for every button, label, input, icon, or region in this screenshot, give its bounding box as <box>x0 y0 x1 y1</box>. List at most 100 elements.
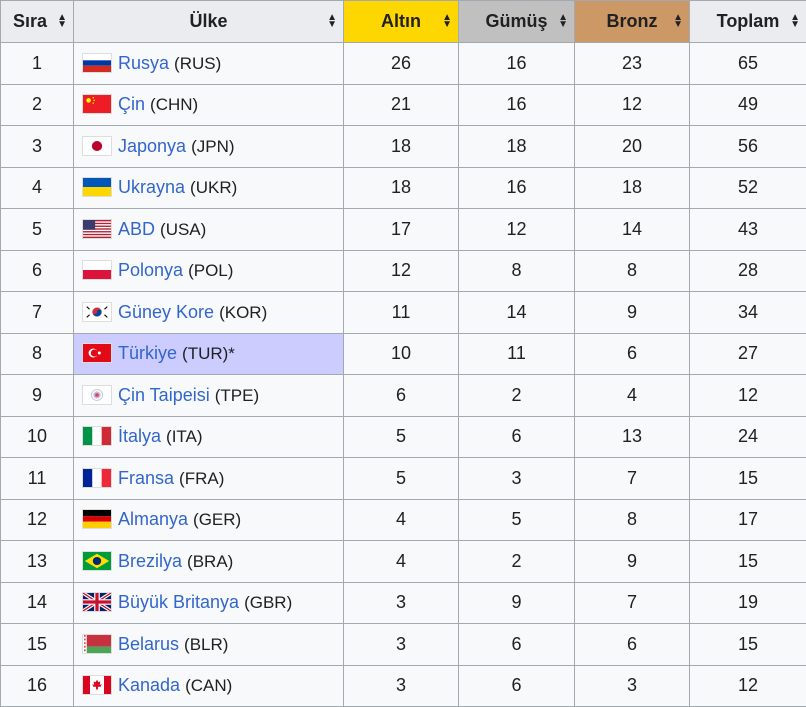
country-link[interactable]: Brezilya <box>118 551 182 571</box>
sort-arrows-icon[interactable]: ▲▼ <box>558 14 568 28</box>
gold-cell: 12 <box>344 250 459 292</box>
sort-arrows-icon[interactable]: ▲▼ <box>673 14 683 28</box>
rank-cell: 3 <box>1 126 74 168</box>
flag-russia-icon <box>82 53 112 73</box>
country-link[interactable]: Kanada <box>118 675 180 695</box>
flag-belarus-icon <box>82 634 112 654</box>
rank-cell: 12 <box>1 499 74 541</box>
silver-cell: 6 <box>459 665 575 707</box>
flag-germany-icon <box>82 509 112 529</box>
silver-cell: 5 <box>459 499 575 541</box>
country-code: (BLR) <box>184 635 228 654</box>
country-cell: Brezilya (BRA) <box>74 541 344 583</box>
country-link[interactable]: Fransa <box>118 468 174 488</box>
country-link[interactable]: Polonya <box>118 260 183 280</box>
country-link[interactable]: İtalya <box>118 426 161 446</box>
country-cell: İtalya (ITA) <box>74 416 344 458</box>
country-code: (UKR) <box>190 178 237 197</box>
flag-poland-icon <box>82 260 112 280</box>
country-link[interactable]: Almanya <box>118 509 188 529</box>
silver-cell: 2 <box>459 375 575 417</box>
rank-cell: 16 <box>1 665 74 707</box>
total-cell: 19 <box>690 582 806 624</box>
bronze-cell: 9 <box>575 292 690 334</box>
sort-arrows-icon[interactable]: ▲▼ <box>327 14 337 28</box>
country-link[interactable]: ABD <box>118 219 155 239</box>
bronze-cell: 18 <box>575 167 690 209</box>
flag-uk-icon <box>82 592 112 612</box>
gold-cell: 3 <box>344 665 459 707</box>
country-link[interactable]: Çin <box>118 94 145 114</box>
header-gold[interactable]: Altın▲▼ <box>344 1 459 43</box>
header-bronze[interactable]: Bronz▲▼ <box>575 1 690 43</box>
total-cell: 15 <box>690 458 806 500</box>
country-link[interactable]: Belarus <box>118 634 179 654</box>
header-country[interactable]: Ülke▲▼ <box>74 1 344 43</box>
flag-italy-icon <box>82 426 112 446</box>
table-row: 16 Kanada (CAN) 3 6 3 12 <box>1 665 806 707</box>
sort-arrows-icon[interactable]: ▲▼ <box>790 14 800 28</box>
header-silver[interactable]: Gümüş▲▼ <box>459 1 575 43</box>
gold-cell: 11 <box>344 292 459 334</box>
country-cell: ABD (USA) <box>74 209 344 251</box>
header-total[interactable]: Toplam▲▼ <box>690 1 806 43</box>
total-cell: 24 <box>690 416 806 458</box>
flag-china-icon <box>82 94 112 114</box>
total-cell: 15 <box>690 541 806 583</box>
table-row: 11 Fransa (FRA) 5 3 7 15 <box>1 458 806 500</box>
country-link[interactable]: Ukrayna <box>118 177 185 197</box>
total-cell: 56 <box>690 126 806 168</box>
table-row: 14 Büyük Britanya (GBR) 3 9 7 19 <box>1 582 806 624</box>
country-link[interactable]: Rusya <box>118 53 169 73</box>
bronze-cell: 7 <box>575 458 690 500</box>
country-code: (GBR) <box>244 593 292 612</box>
bronze-cell: 6 <box>575 624 690 666</box>
sort-arrows-icon[interactable]: ▲▼ <box>442 14 452 28</box>
gold-cell: 17 <box>344 209 459 251</box>
gold-cell: 3 <box>344 582 459 624</box>
rank-cell: 14 <box>1 582 74 624</box>
country-code: (KOR) <box>219 303 267 322</box>
flag-korea-icon <box>82 302 112 322</box>
country-cell: Büyük Britanya (GBR) <box>74 582 344 624</box>
country-code: (ITA) <box>166 427 203 446</box>
table-row: 13 Brezilya (BRA) 4 2 9 15 <box>1 541 806 583</box>
total-cell: 28 <box>690 250 806 292</box>
country-link[interactable]: Türkiye <box>118 343 177 363</box>
country-code: (POL) <box>188 261 233 280</box>
gold-cell: 18 <box>344 126 459 168</box>
country-link[interactable]: Güney Kore <box>118 302 214 322</box>
country-code: (TPE) <box>215 386 259 405</box>
flag-france-icon <box>82 468 112 488</box>
silver-cell: 11 <box>459 333 575 375</box>
rank-cell: 4 <box>1 167 74 209</box>
country-code: (FRA) <box>179 469 224 488</box>
total-cell: 15 <box>690 624 806 666</box>
header-rank[interactable]: Sıra ▲▼ <box>1 1 74 43</box>
header-row: Sıra▲▼Ülke▲▼Altın▲▼Gümüş▲▼Bronz▲▼Toplam▲… <box>1 1 806 43</box>
total-cell: 27 <box>690 333 806 375</box>
rank-cell: 9 <box>1 375 74 417</box>
country-link[interactable]: Büyük Britanya <box>118 592 239 612</box>
total-cell: 65 <box>690 43 806 85</box>
header-label: Sıra <box>13 11 47 31</box>
bronze-cell: 13 <box>575 416 690 458</box>
rank-cell: 2 <box>1 84 74 126</box>
gold-cell: 4 <box>344 541 459 583</box>
bronze-cell: 7 <box>575 582 690 624</box>
country-link[interactable]: Japonya <box>118 136 186 156</box>
total-cell: 12 <box>690 375 806 417</box>
country-code: (BRA) <box>187 552 233 571</box>
flag-ukraine-icon <box>82 177 112 197</box>
rank-cell: 7 <box>1 292 74 334</box>
rank-cell: 6 <box>1 250 74 292</box>
country-link[interactable]: Çin Taipeisi <box>118 385 210 405</box>
bronze-cell: 6 <box>575 333 690 375</box>
gold-cell: 6 <box>344 375 459 417</box>
table-row: 12 Almanya (GER) 4 5 8 17 <box>1 499 806 541</box>
country-cell: Belarus (BLR) <box>74 624 344 666</box>
bronze-cell: 23 <box>575 43 690 85</box>
country-cell: Güney Kore (KOR) <box>74 292 344 334</box>
total-cell: 43 <box>690 209 806 251</box>
sort-arrows-icon[interactable]: ▲▼ <box>57 14 67 28</box>
